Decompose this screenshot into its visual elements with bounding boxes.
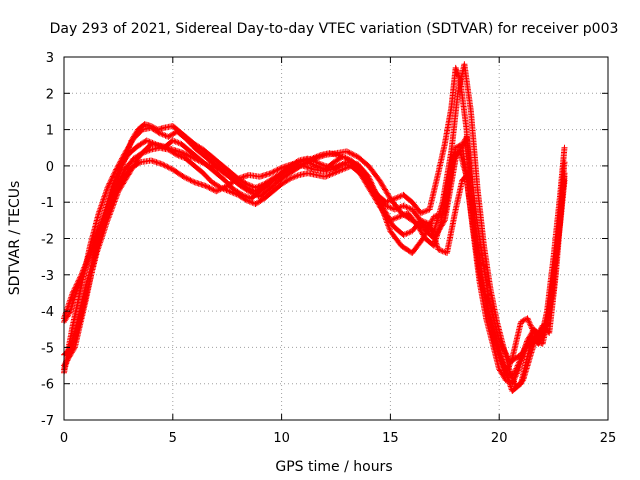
y-tick-label: 3 bbox=[46, 51, 54, 66]
y-tick-label: -3 bbox=[41, 269, 54, 284]
y-tick-label: -5 bbox=[41, 341, 54, 356]
y-tick-label: -1 bbox=[41, 196, 54, 211]
x-axis-label: GPS time / hours bbox=[275, 459, 392, 475]
x-tick-label: 15 bbox=[382, 431, 399, 446]
x-tick-label: 25 bbox=[600, 431, 617, 446]
y-tick-label: 2 bbox=[46, 87, 54, 102]
y-tick-label: 1 bbox=[46, 124, 54, 139]
y-tick-label: 0 bbox=[46, 160, 54, 175]
chart-title: Day 293 of 2021, Sidereal Day-to-day VTE… bbox=[50, 21, 619, 37]
x-tick-label: 0 bbox=[60, 431, 68, 446]
x-tick-label: 5 bbox=[169, 431, 177, 446]
y-tick-label: -6 bbox=[41, 378, 54, 393]
y-axis-label: SDTVAR / TECUs bbox=[7, 181, 23, 296]
y-tick-label: -4 bbox=[41, 305, 54, 320]
x-tick-label: 10 bbox=[273, 431, 290, 446]
x-tick-label: 20 bbox=[491, 431, 508, 446]
axis-ticks: 0 5 10 15 20 25 -7 -6 -5 -4 -3 -2 -1 0 1 2 3 bbox=[41, 51, 616, 446]
y-tick-label: -7 bbox=[41, 414, 54, 429]
y-tick-label: -2 bbox=[41, 233, 54, 248]
